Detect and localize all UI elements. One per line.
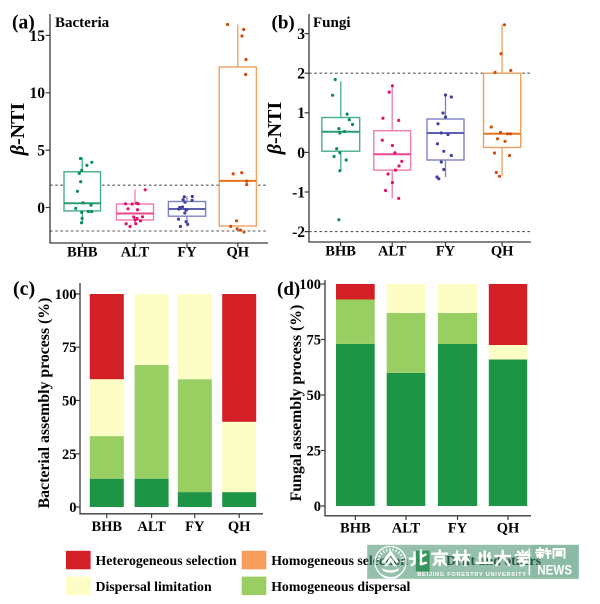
svg-text:Bacteria: Bacteria <box>55 15 110 31</box>
svg-text:FY: FY <box>177 245 197 261</box>
svg-text:(d): (d) <box>277 279 300 300</box>
svg-text:15: 15 <box>30 28 46 45</box>
svg-text:(a): (a) <box>12 13 35 34</box>
svg-text:BEIJING FORESTRY UNIVERSITY: BEIJING FORESTRY UNIVERSITY <box>417 572 526 578</box>
svg-text:25: 25 <box>307 444 322 460</box>
svg-text:ALT: ALT <box>137 519 166 535</box>
svg-text:QH: QH <box>491 244 514 260</box>
svg-text:0: 0 <box>69 500 76 516</box>
svg-text:(c): (c) <box>13 278 35 300</box>
svg-text:NEWS: NEWS <box>537 562 572 578</box>
svg-text:BHB: BHB <box>91 519 122 535</box>
svg-text:FY: FY <box>436 244 456 260</box>
svg-text:ALT: ALT <box>378 244 407 260</box>
svg-text:75: 75 <box>62 340 77 356</box>
svg-text:100: 100 <box>55 287 77 303</box>
svg-text:50: 50 <box>62 394 77 410</box>
svg-text:Fungal assembly process (%): Fungal assembly process (%) <box>288 305 305 502</box>
svg-text:QH: QH <box>228 519 251 535</box>
svg-text:ALT: ALT <box>392 521 421 537</box>
svg-text:3: 3 <box>297 26 305 43</box>
svg-text:FY: FY <box>448 521 468 537</box>
svg-text:100: 100 <box>299 277 321 293</box>
svg-text:0: 0 <box>297 145 305 162</box>
svg-text:-2: -2 <box>292 224 305 241</box>
svg-text:BHB: BHB <box>325 244 356 260</box>
svg-text:Dispersal limitation: Dispersal limitation <box>96 579 212 594</box>
svg-text:FY: FY <box>185 519 205 535</box>
svg-text:2: 2 <box>297 66 305 83</box>
svg-text:Homogeneous dispersal: Homogeneous dispersal <box>271 579 410 594</box>
svg-text:β-NTI: β-NTI <box>7 103 29 157</box>
svg-text:25: 25 <box>62 447 77 463</box>
svg-text:β-NTI: β-NTI <box>264 102 286 156</box>
svg-text:10: 10 <box>30 85 46 102</box>
svg-text:Heterogeneous selection: Heterogeneous selection <box>96 553 237 568</box>
svg-text:Fungi: Fungi <box>313 15 351 31</box>
svg-text:-1: -1 <box>292 184 305 201</box>
svg-text:Bacterial assembly process (%): Bacterial assembly process (%) <box>36 298 53 509</box>
svg-text:75: 75 <box>307 333 322 349</box>
svg-text:ALT: ALT <box>121 245 150 261</box>
svg-text:1: 1 <box>297 105 305 122</box>
svg-text:0: 0 <box>314 499 321 515</box>
svg-text:QH: QH <box>497 521 520 537</box>
svg-text:5: 5 <box>37 143 45 160</box>
svg-text:QH: QH <box>227 245 250 261</box>
svg-text:50: 50 <box>307 388 322 404</box>
svg-text:0: 0 <box>37 200 45 217</box>
svg-text:BHB: BHB <box>67 245 98 261</box>
svg-text:BHB: BHB <box>340 521 371 537</box>
svg-text:(b): (b) <box>272 13 295 34</box>
